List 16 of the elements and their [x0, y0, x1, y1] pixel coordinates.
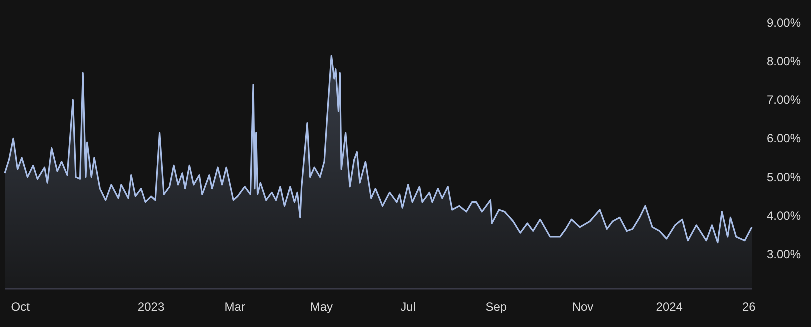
x-tick-label: Oct [11, 300, 31, 314]
y-tick-label: 4.00% [766, 208, 802, 223]
y-tick-label: 8.00% [766, 54, 802, 69]
y-tick-label: 6.00% [766, 132, 802, 146]
y-tick-label: 5.00% [766, 170, 802, 184]
x-tick-label: Jul [400, 300, 416, 314]
y-tick-label: 9.00% [766, 16, 802, 30]
x-tick-label: May [310, 300, 334, 314]
x-tick-label: Mar [224, 300, 246, 314]
x-tick-label: Sep [486, 300, 508, 314]
y-tick-label: 3.00% [766, 247, 802, 262]
x-tick-label: 2023 [138, 300, 165, 314]
x-tick-label: Nov [572, 300, 594, 314]
x-tick-label: 26 [742, 300, 756, 314]
x-tick-label: 2024 [656, 300, 684, 314]
y-tick-label: 7.00% [766, 93, 802, 108]
